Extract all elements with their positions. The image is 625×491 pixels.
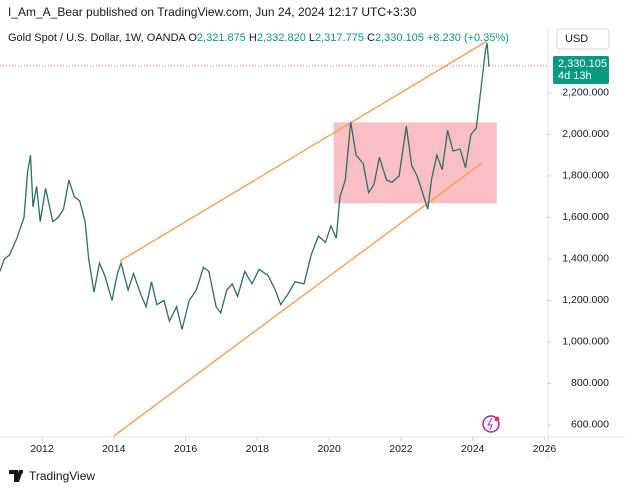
x-tick-label: 2020 — [317, 443, 341, 455]
logo — [9, 470, 23, 482]
footer: TradingView — [29, 469, 95, 483]
countdown: 4d 13h — [558, 70, 592, 82]
y-tick-label: 600.000 — [571, 419, 609, 431]
ohlc-key: O — [188, 32, 197, 44]
y-tick-label: 2,000.000 — [562, 128, 609, 140]
y-tick-label: 1,000.000 — [562, 336, 609, 348]
change: +8.230 (+0.35%) — [427, 32, 509, 44]
ohlc-value: 2,317.775 — [315, 32, 364, 44]
range-box — [333, 122, 497, 204]
ohlc-key: C — [367, 32, 375, 44]
legend-title: Gold Spot / U.S. Dollar, 1W, OANDA — [8, 32, 187, 44]
x-tick-label: 2018 — [246, 443, 270, 455]
x-tick-label: 2024 — [461, 443, 485, 455]
ohlc-value: 2,321.875 — [197, 32, 246, 44]
currency-box[interactable] — [556, 28, 610, 50]
ohlc-value: 2,332.820 — [257, 32, 306, 44]
x-tick-label: 2014 — [102, 443, 126, 455]
trend-line — [119, 40, 488, 262]
x-tick-label: 2026 — [533, 443, 557, 455]
y-tick-label: 800.000 — [571, 377, 609, 389]
y-tick-label: 1,600.000 — [562, 211, 609, 223]
y-tick-label: 1,200.000 — [562, 294, 609, 306]
trend-line — [113, 162, 483, 437]
ohlc-value: 2,330.105 — [375, 32, 424, 44]
plot-area — [0, 40, 547, 437]
y-tick-label: 2,200.000 — [562, 87, 609, 99]
x-tick-label: 2016 — [174, 443, 198, 455]
x-tick-label: 2012 — [30, 443, 54, 455]
y-tick-label: 1,400.000 — [562, 253, 609, 265]
y-tick-label: 1,800.000 — [562, 170, 609, 182]
header: I_Am_A_Bear published on TradingView.com… — [8, 5, 417, 19]
x-tick-label: 2022 — [389, 443, 413, 455]
ohlc-key: L — [309, 32, 315, 44]
legend: Gold Spot / U.S. Dollar, 1W, OANDA O2,32… — [8, 32, 509, 44]
price-tag-label: 2,330.105 — [558, 58, 607, 70]
currency[interactable]: USD — [565, 33, 588, 45]
price-tag — [553, 55, 609, 84]
price-line — [0, 42, 490, 330]
replay-icon[interactable] — [482, 415, 500, 433]
ohlc-key: H — [249, 32, 257, 44]
